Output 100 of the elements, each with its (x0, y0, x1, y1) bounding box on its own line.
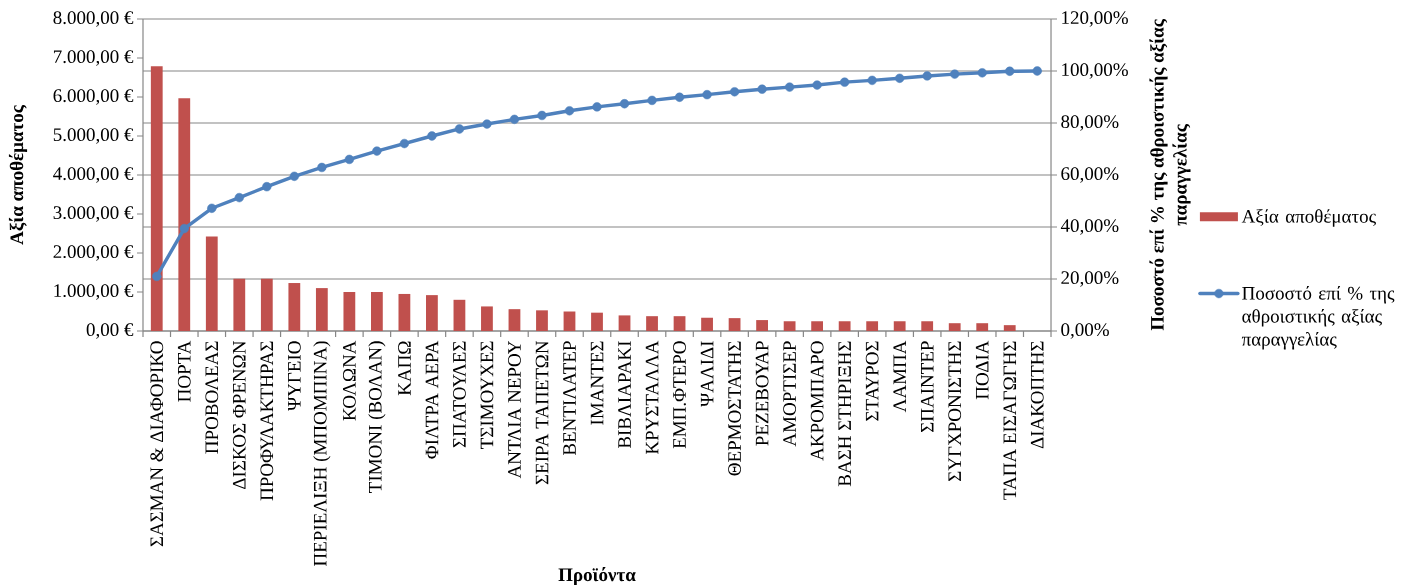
point (179, 223, 189, 234)
point (895, 73, 905, 83)
x-tick-label: ΒΙΒΛΙΑΡΑΚΙ (618, 341, 631, 449)
bar (728, 318, 741, 331)
bar (783, 321, 796, 331)
bar (426, 295, 438, 331)
point (317, 162, 327, 173)
x-tick-label: ΨΑΛΙΔΙ (700, 341, 714, 407)
y2-tick-label: 120,00% (1062, 11, 1128, 27)
x-tick-label: ΠΡΟΒΟΛΕΑΣ (205, 341, 219, 454)
bar (343, 292, 356, 331)
x-tick-label: ΒΑΣΗ ΣΤΗΡΙΞΗΣ (838, 341, 851, 487)
point (840, 77, 850, 87)
point (564, 106, 575, 116)
x-tick-label: ΣΑΣΜΑΝ & ΔΙΑΦΟΡΙΚΟ (150, 341, 164, 547)
point (729, 87, 740, 97)
bar (921, 321, 934, 331)
bar (453, 299, 466, 331)
x-tick-label: ΦΙΛΤΡΑ ΑΕΡΑ (425, 340, 439, 459)
x-tick-label: ΑΝΤΛΙΑ ΝΕΡΟΥ (508, 341, 521, 479)
y-axis-title: Αξία αποθέματος (8, 105, 28, 245)
x-tick-label: ΔΙΑΚΟΠΤΗΣ (1030, 341, 1044, 449)
point (207, 203, 217, 213)
point (537, 110, 547, 121)
point (399, 138, 410, 149)
y2-tick-label: 80,00% (1061, 115, 1119, 131)
point (454, 124, 465, 134)
x-tick-label: ΕΜΠ.ΦΤΕΡΟ (673, 341, 686, 449)
y-tick-label: 3.000,00 € (53, 206, 134, 222)
point (289, 171, 299, 181)
bar (866, 321, 879, 331)
bar (976, 323, 989, 331)
bar (288, 283, 301, 331)
x-tick-label: ΤΑΠΑ ΕΙΣΑΓΩΓΗΣ (1003, 341, 1017, 500)
x-tick-label: ΣΥΓΧΡΟΝΙΣΤΗΣ (948, 341, 962, 482)
x-tick-label: ΔΙΣΚΟΣ ΦΡΕΝΩΝ (232, 340, 246, 489)
point (372, 146, 382, 156)
bar (315, 288, 328, 331)
bar (233, 278, 246, 331)
point (262, 182, 272, 192)
point (1005, 66, 1015, 76)
point (152, 271, 162, 282)
x-tick-label: ΑΜΟΡΤΙΣΕΡ (783, 341, 796, 447)
y-tick-label: 2.000,00 € (53, 245, 134, 261)
y2-tick-label: 60,00% (1061, 167, 1119, 183)
legend-label: Αξία αποθέματος (1241, 209, 1376, 227)
point (702, 90, 712, 100)
x-tick-label: ΣΕΙΡΑ ΤΑΠΕΤΩΝ (535, 340, 549, 485)
y2-tick-label: 100,00% (1062, 63, 1128, 79)
y2-axis-title: Ποσοστό επί % της αθροιστικής αξίας παραγγελίας (1149, 19, 1191, 331)
x-tick-label: ΘΕΡΜΟΣΤΑΤΗΣ (728, 341, 741, 476)
y2-tick-label: 0,00% (1061, 323, 1109, 339)
point (950, 69, 960, 79)
bar (756, 320, 768, 331)
point (757, 84, 767, 94)
point (977, 68, 987, 78)
point (1032, 66, 1042, 76)
y2-tick-label: 20,00% (1061, 271, 1119, 287)
y2-tick-label: 40,00% (1060, 219, 1119, 235)
y-tick-label: 8.000,00 € (53, 11, 134, 27)
point (619, 99, 630, 109)
bar (481, 306, 493, 331)
x-tick-label: ΚΡΥΣΤΑΛΛΑ (645, 340, 659, 455)
bar (811, 321, 824, 331)
x-tick-label: ΙΜΑΝΤΕΣ (590, 341, 604, 425)
point (234, 192, 244, 203)
point (674, 92, 685, 102)
point (427, 131, 437, 141)
point (482, 119, 492, 129)
bar (646, 316, 658, 331)
bar (536, 310, 548, 331)
x-tick-label: ΛΑΜΠΑ (893, 340, 906, 413)
bar (508, 309, 521, 331)
y-tick-label: 0,00 € (86, 323, 134, 339)
x-tick-label: ΑΚΡΟΜΠΑΡΟ (810, 341, 824, 461)
x-tick-label: ΣΠΑΤΟΥΛΕΣ (453, 341, 466, 448)
y-tick-label: 6.000,00 € (53, 89, 134, 105)
bar (205, 236, 218, 331)
point (812, 80, 822, 90)
x-tick-label: ΤΣΙΜΟΥΧΕΣ (480, 341, 494, 449)
y-tick-label: 5.000,00 € (53, 128, 134, 144)
x-tick-label: ΠΟΡΤΑ (177, 340, 191, 402)
y-tick-label: 4.000,00 € (53, 167, 134, 183)
bar (673, 316, 686, 331)
x-tick-label: ΚΑΠΩ (398, 341, 411, 396)
x-axis-title: Προϊόντα (558, 566, 636, 586)
point (867, 75, 877, 85)
x-tick-label: ΣΠΑΙΝΤΕΡ (920, 341, 934, 433)
point (344, 154, 355, 165)
point (922, 71, 932, 81)
bar (838, 321, 851, 331)
x-tick-label: ΠΟΔΙΑ (975, 340, 989, 400)
bar (701, 317, 713, 331)
bar (618, 315, 631, 331)
bar (563, 311, 576, 331)
x-tick-label: ΚΟΛΩΝΑ (342, 340, 356, 421)
x-tick-label: ΤΙΜΟΝΙ (ΒΟΛΑΝ) (368, 341, 386, 493)
bar (1003, 325, 1016, 331)
point (784, 82, 795, 92)
y-tick-label: 7.000,00 € (53, 50, 134, 66)
